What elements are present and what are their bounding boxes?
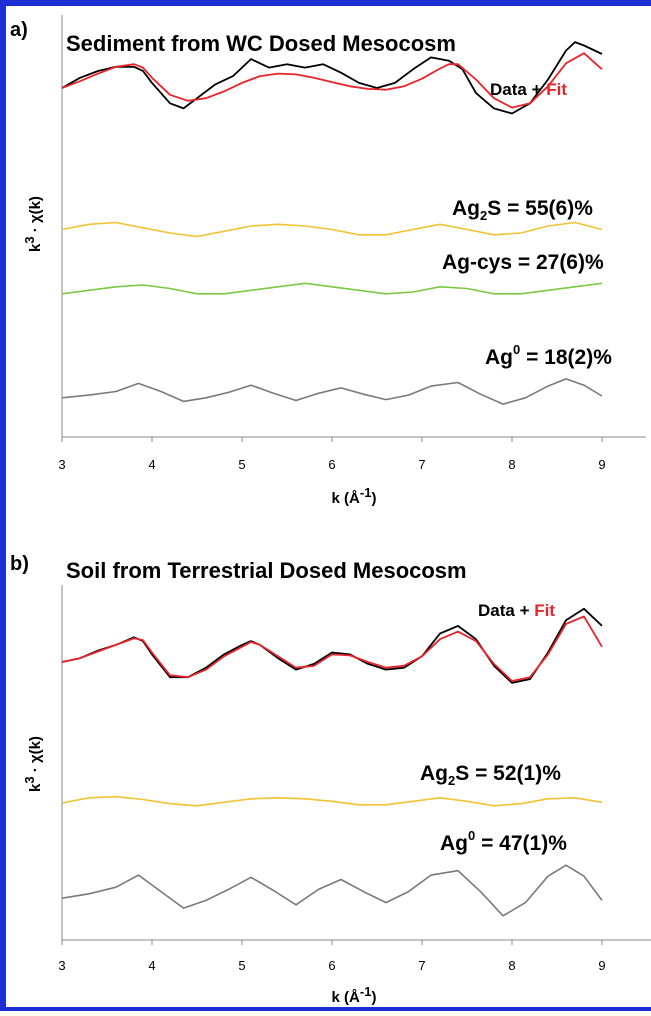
frame-bottom-border (0, 1007, 651, 1011)
ag0-suffix: = 47(1)% (475, 832, 567, 855)
panel-b-axes: 3 4 5 6 7 8 9 (58, 585, 651, 973)
ag2s-subscript: 2 (448, 773, 455, 788)
ag0-prefix: Ag (485, 346, 513, 369)
panel-b-letter: b) (10, 553, 29, 575)
panel-a-x-tick-label: 3 (58, 457, 65, 472)
panel-b-x-tick-label: 9 (598, 958, 605, 973)
frame-top-border (0, 0, 651, 6)
panel-a-ag-cys-line (62, 283, 602, 294)
frame-left-border (0, 0, 6, 1011)
panel-b-ag2s-label: Ag2S = 52(1)% (420, 762, 561, 788)
panel-b: b) Soil from Terrestrial Dosed Mesocosm … (10, 553, 651, 1006)
panel-a-agcys-label: Ag-cys = 27(6)% (442, 251, 604, 274)
panel-a-ag2s-line (62, 223, 602, 237)
panel-b-x-tick-label: 6 (328, 958, 335, 973)
ag0-superscript: 0 (468, 828, 475, 843)
panel-b-x-tick-label: 8 (508, 958, 515, 973)
legend-data-label: Data (490, 80, 527, 99)
legend-data-label: Data (478, 601, 515, 620)
ag2s-suffix: S = 52(1)% (455, 762, 561, 785)
panel-a-ag0-line (62, 379, 602, 404)
panel-a: a) Sediment from WC Dosed Mesocosm Data … (10, 15, 646, 507)
panel-b-x-tick-label: 3 (58, 958, 65, 973)
ag2s-subscript: 2 (480, 208, 487, 223)
ag2s-prefix: Ag (452, 197, 480, 220)
panel-a-legend: Data + Fit (490, 80, 567, 99)
panel-b-x-tick-label: 5 (238, 958, 245, 973)
panel-b-x-axis-label: k (Å-1) (332, 984, 377, 1006)
panel-a-x-tick-label: 8 (508, 457, 515, 472)
legend-plus: + (515, 601, 534, 620)
panel-a-x-tick-label: 6 (328, 457, 335, 472)
panel-b-y-axis-label: k3 · χ(k) (22, 736, 44, 792)
panel-b-fit-line (62, 616, 602, 681)
legend-fit-label: Fit (534, 601, 555, 620)
panel-a-x-tick-label: 4 (148, 457, 155, 472)
ag0-suffix: = 18(2)% (520, 346, 612, 369)
panel-a-x-tick-label: 5 (238, 457, 245, 472)
panel-a-y-axis-label: k3 · χ(k) (22, 196, 44, 252)
ag2s-prefix: Ag (420, 762, 448, 785)
panel-b-title: Soil from Terrestrial Dosed Mesocosm (66, 558, 467, 583)
panel-a-ag0-label: Ag0 = 18(2)% (485, 342, 612, 369)
ag0-superscript: 0 (513, 342, 520, 357)
ag0-prefix: Ag (440, 832, 468, 855)
panel-a-x-tick-label: 7 (418, 457, 425, 472)
panel-b-ag0-label: Ag0 = 47(1)% (440, 828, 567, 855)
ag2s-suffix: S = 55(6)% (487, 197, 593, 220)
panel-b-ag2s-line (62, 797, 602, 806)
panel-a-letter: a) (10, 19, 28, 41)
panel-b-legend: Data + Fit (478, 601, 555, 620)
panel-a-title: Sediment from WC Dosed Mesocosm (66, 31, 456, 56)
panel-a-x-tick-label: 9 (598, 457, 605, 472)
panel-b-ag0-line (62, 865, 602, 916)
panel-a-ag2s-label: Ag2S = 55(6)% (452, 197, 593, 223)
panel-b-x-tick-label: 4 (148, 958, 155, 973)
legend-fit-label: Fit (546, 80, 567, 99)
panel-b-x-tick-label: 7 (418, 958, 425, 973)
panel-a-x-axis-label: k (Å-1) (332, 485, 377, 507)
